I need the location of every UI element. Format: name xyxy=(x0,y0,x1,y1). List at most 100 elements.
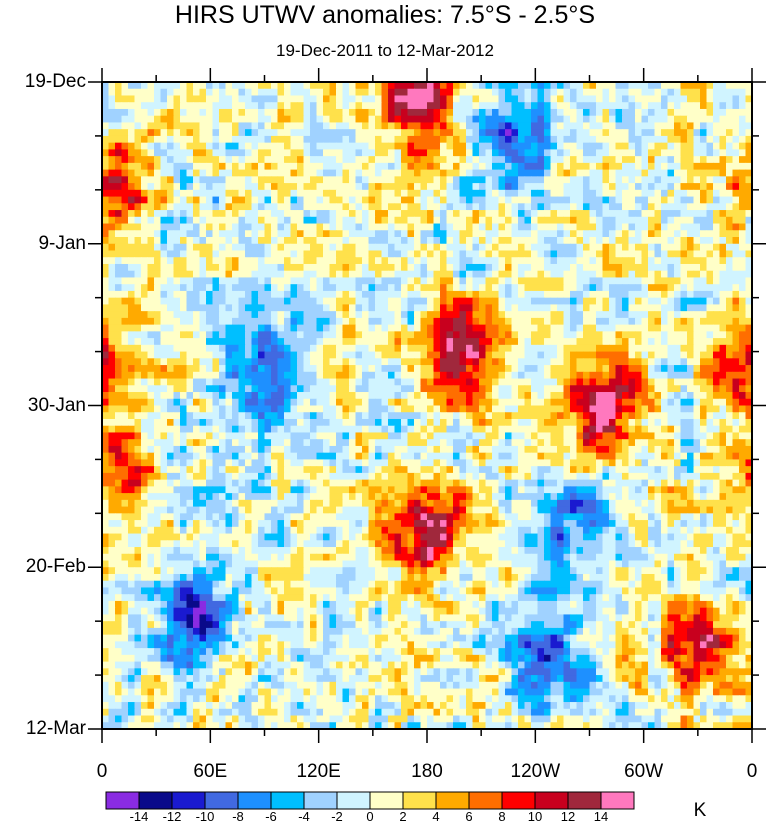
heatmap-cell xyxy=(134,237,142,245)
heatmap-cell xyxy=(524,277,532,285)
heatmap-cell xyxy=(407,88,415,97)
heatmap-cell xyxy=(667,297,675,306)
heatmap-cell xyxy=(225,102,233,110)
heatmap-cell xyxy=(511,135,519,144)
heatmap-cell xyxy=(544,176,552,184)
heatmap-cell xyxy=(641,223,649,231)
heatmap-cell xyxy=(355,210,363,218)
heatmap-cell xyxy=(427,277,435,285)
heatmap-cell xyxy=(706,297,714,306)
heatmap-cell xyxy=(186,156,194,164)
heatmap-cell xyxy=(739,216,747,225)
heatmap-cell xyxy=(518,284,526,292)
heatmap-cell xyxy=(277,189,285,198)
heatmap-cell xyxy=(693,365,701,373)
heatmap-cell xyxy=(719,371,727,380)
heatmap-cell xyxy=(537,129,545,137)
heatmap-cell xyxy=(375,270,383,279)
heatmap-cell xyxy=(459,243,467,252)
heatmap-cell xyxy=(635,385,643,393)
heatmap-cell xyxy=(115,149,123,157)
heatmap-cell xyxy=(238,263,246,272)
heatmap-cell xyxy=(648,135,656,144)
heatmap-cell xyxy=(596,149,604,157)
heatmap-cell xyxy=(446,358,454,366)
heatmap-cell xyxy=(518,405,526,413)
heatmap-cell xyxy=(414,392,422,400)
heatmap-cell xyxy=(160,183,168,191)
heatmap-cell xyxy=(258,115,266,124)
heatmap-cell xyxy=(641,365,649,373)
heatmap-cell xyxy=(128,284,136,292)
heatmap-cell xyxy=(160,122,168,130)
heatmap-cell xyxy=(258,257,266,265)
heatmap-cell xyxy=(355,183,363,191)
heatmap-cell xyxy=(661,371,669,380)
heatmap-cell xyxy=(531,405,539,413)
heatmap-cell xyxy=(394,290,402,299)
heatmap-cell xyxy=(628,351,636,359)
heatmap-cell xyxy=(485,88,493,97)
heatmap-cell xyxy=(713,95,721,103)
heatmap-cell xyxy=(134,250,142,258)
heatmap-cell xyxy=(271,237,279,245)
heatmap-cell xyxy=(323,250,331,258)
heatmap-cell xyxy=(316,284,324,292)
heatmap-cell xyxy=(537,385,545,393)
heatmap-cell xyxy=(739,223,747,231)
heatmap-cell xyxy=(550,82,558,90)
heatmap-cell xyxy=(368,142,376,150)
heatmap-cell xyxy=(394,270,402,279)
heatmap-cell xyxy=(609,210,617,218)
heatmap-cell xyxy=(485,284,493,292)
heatmap-cell xyxy=(206,210,214,218)
heatmap-cell xyxy=(381,108,389,117)
heatmap-cell xyxy=(381,405,389,413)
heatmap-cell xyxy=(648,108,656,117)
heatmap-cell xyxy=(154,142,162,150)
heatmap-cell xyxy=(102,82,110,90)
heatmap-cell xyxy=(121,210,129,218)
heatmap-cell xyxy=(622,304,630,312)
heatmap-cell xyxy=(440,412,448,420)
heatmap-cell xyxy=(277,237,285,245)
heatmap-cell xyxy=(284,88,292,97)
heatmap-cell xyxy=(524,115,532,124)
heatmap-cell xyxy=(342,250,350,258)
heatmap-cell xyxy=(628,108,636,117)
heatmap-cell xyxy=(167,378,175,386)
heatmap-cell xyxy=(258,129,266,137)
heatmap-cell xyxy=(615,196,623,204)
heatmap-cell xyxy=(453,237,461,245)
heatmap-cell xyxy=(726,88,734,97)
heatmap-cell xyxy=(492,108,500,117)
heatmap-cell xyxy=(680,243,688,252)
heatmap-cell xyxy=(570,358,578,366)
heatmap-cell xyxy=(349,196,357,204)
heatmap-cell xyxy=(219,102,227,110)
heatmap-cell xyxy=(628,324,636,332)
heatmap-cell xyxy=(583,183,591,191)
heatmap-cell xyxy=(726,189,734,198)
heatmap-cell xyxy=(544,88,552,97)
heatmap-cell xyxy=(206,405,214,413)
heatmap-cell xyxy=(303,385,311,393)
heatmap-cell xyxy=(193,156,201,164)
heatmap-cell xyxy=(622,189,630,198)
heatmap-cell xyxy=(524,135,532,144)
heatmap-cell xyxy=(271,223,279,231)
heatmap-cell xyxy=(349,338,357,346)
heatmap-cell xyxy=(336,331,344,339)
heatmap-cell xyxy=(206,230,214,238)
heatmap-cell xyxy=(420,317,428,326)
heatmap-cell xyxy=(576,156,584,164)
heatmap-cell xyxy=(206,189,214,198)
heatmap-cell xyxy=(531,284,539,292)
heatmap-cell xyxy=(739,250,747,258)
heatmap-cell xyxy=(511,88,519,97)
heatmap-cell xyxy=(186,210,194,218)
heatmap-cell xyxy=(446,82,454,90)
heatmap-cell xyxy=(108,88,116,97)
heatmap-cell xyxy=(680,317,688,326)
heatmap-cell xyxy=(602,122,610,130)
